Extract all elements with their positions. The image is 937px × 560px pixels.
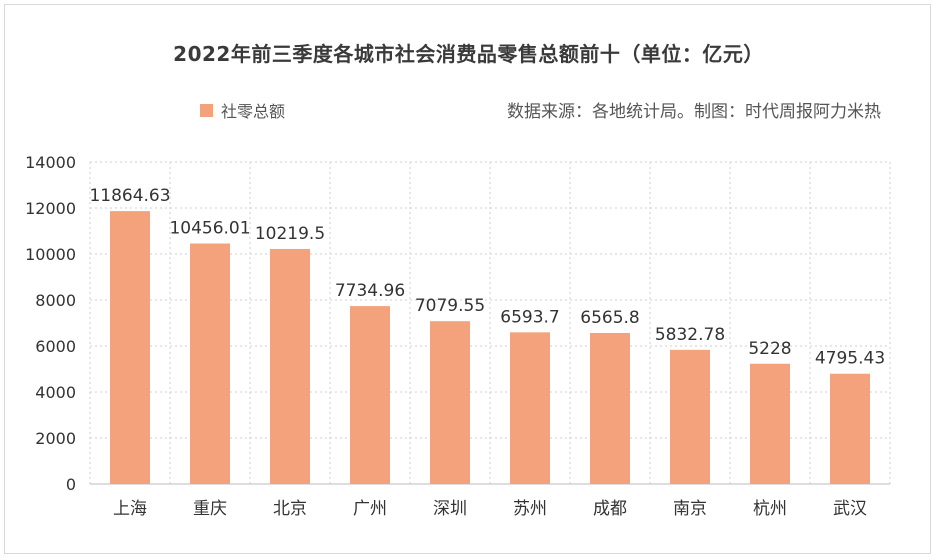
legend: 社零总额 xyxy=(200,98,285,122)
data-label: 7079.55 xyxy=(415,296,485,316)
bar xyxy=(430,321,470,484)
data-label: 10456.01 xyxy=(169,219,250,239)
category-label: 杭州 xyxy=(753,499,787,519)
bar xyxy=(190,243,230,484)
y-tick-label: 12000 xyxy=(25,199,76,218)
bar xyxy=(750,363,790,484)
data-label: 10219.5 xyxy=(255,224,325,244)
legend-label: 社零总额 xyxy=(221,102,286,121)
category-label: 北京 xyxy=(273,499,307,519)
category-label: 广州 xyxy=(353,499,387,519)
chart-title: 2022年前三季度各城市社会消费品零售总额前十（单位：亿元） xyxy=(173,42,764,66)
bar xyxy=(110,211,150,484)
bar xyxy=(270,248,310,484)
y-tick-label: 4000 xyxy=(35,383,76,402)
y-tick-label: 14000 xyxy=(25,153,76,172)
y-tick-label: 0 xyxy=(66,475,76,494)
bar xyxy=(590,332,630,484)
category-label: 重庆 xyxy=(193,499,227,519)
data-label: 6593.7 xyxy=(500,307,559,327)
bar xyxy=(830,373,870,484)
category-label: 深圳 xyxy=(433,499,467,519)
bar xyxy=(670,349,710,484)
y-tick-label: 8000 xyxy=(35,291,76,310)
category-label: 武汉 xyxy=(833,499,867,519)
legend-swatch xyxy=(200,103,213,117)
source-note: 数据来源：各地统计局。制图：时代周报阿力米热 xyxy=(507,102,881,122)
bar xyxy=(510,332,550,484)
y-tick-label: 10000 xyxy=(25,245,76,264)
data-label: 5832.78 xyxy=(655,325,725,345)
bar xyxy=(350,306,390,484)
data-label: 4795.43 xyxy=(815,349,885,369)
y-tick-label: 6000 xyxy=(35,337,76,356)
category-label: 上海 xyxy=(113,499,147,519)
data-label: 11864.63 xyxy=(89,186,170,206)
data-label: 6565.8 xyxy=(580,308,639,328)
y-tick-label: 2000 xyxy=(35,429,76,448)
data-label: 5228 xyxy=(748,339,791,359)
category-label: 苏州 xyxy=(513,499,547,519)
category-label: 南京 xyxy=(673,499,707,519)
category-label: 成都 xyxy=(593,499,627,519)
data-label: 7734.96 xyxy=(335,281,405,301)
